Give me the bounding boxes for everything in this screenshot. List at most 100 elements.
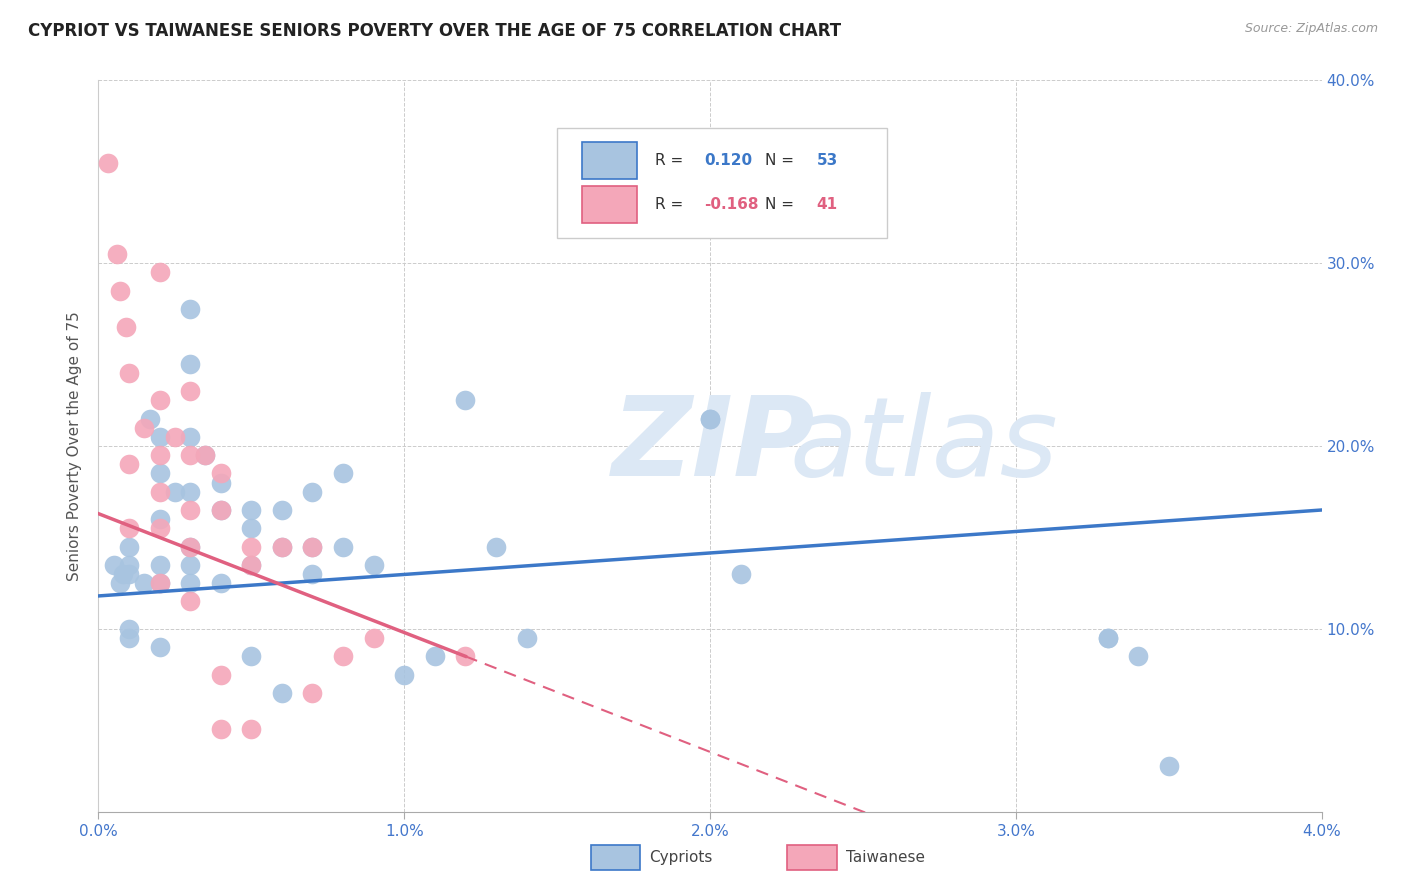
Point — [149, 576, 172, 591]
Point — [270, 686, 294, 700]
FancyBboxPatch shape — [582, 186, 637, 223]
Point — [179, 576, 201, 591]
Point — [118, 567, 141, 582]
Point — [149, 640, 172, 655]
Point — [179, 540, 201, 554]
FancyBboxPatch shape — [582, 143, 637, 179]
Text: R =: R = — [655, 197, 688, 212]
Point — [363, 558, 385, 572]
Point — [118, 622, 141, 636]
Point — [516, 631, 538, 645]
Point — [209, 576, 232, 591]
Point — [1097, 631, 1119, 645]
Text: CYPRIOT VS TAIWANESE SENIORS POVERTY OVER THE AGE OF 75 CORRELATION CHART: CYPRIOT VS TAIWANESE SENIORS POVERTY OVE… — [28, 22, 841, 40]
Point — [1128, 649, 1150, 664]
Point — [301, 540, 323, 554]
Y-axis label: Seniors Poverty Over the Age of 75: Seniors Poverty Over the Age of 75 — [67, 311, 83, 581]
Point — [108, 576, 131, 591]
Point — [134, 576, 156, 591]
Point — [270, 540, 294, 554]
Point — [118, 458, 141, 472]
Point — [209, 723, 232, 737]
Point — [149, 521, 172, 535]
Point — [699, 411, 721, 425]
Text: -0.168: -0.168 — [704, 197, 758, 212]
Point — [134, 421, 156, 435]
Point — [149, 576, 172, 591]
Point — [209, 467, 232, 481]
Point — [149, 467, 172, 481]
Point — [332, 649, 354, 664]
Text: 53: 53 — [817, 153, 838, 169]
Text: ZIP: ZIP — [612, 392, 815, 500]
Point — [149, 265, 172, 279]
Point — [699, 137, 721, 152]
Point — [111, 567, 134, 582]
Point — [301, 484, 323, 499]
Point — [179, 430, 201, 444]
Point — [149, 430, 172, 444]
Text: Taiwanese: Taiwanese — [846, 850, 925, 864]
Point — [240, 521, 263, 535]
Point — [332, 467, 354, 481]
Point — [97, 155, 120, 169]
Point — [209, 503, 232, 517]
Point — [179, 594, 201, 608]
Point — [179, 357, 201, 371]
Point — [1157, 759, 1180, 773]
Point — [209, 503, 232, 517]
Point — [115, 320, 138, 334]
FancyBboxPatch shape — [557, 128, 887, 237]
Point — [103, 558, 125, 572]
Point — [270, 503, 294, 517]
Point — [118, 521, 141, 535]
Point — [194, 448, 217, 462]
Point — [485, 540, 508, 554]
Point — [301, 567, 323, 582]
Point — [179, 384, 201, 399]
Point — [149, 448, 172, 462]
Text: atlas: atlas — [790, 392, 1059, 500]
Point — [139, 411, 162, 425]
Point — [163, 430, 186, 444]
Point — [179, 301, 201, 316]
Point — [301, 686, 323, 700]
Point — [301, 540, 323, 554]
Point — [699, 411, 721, 425]
Point — [163, 484, 186, 499]
Point — [149, 558, 172, 572]
Text: Source: ZipAtlas.com: Source: ZipAtlas.com — [1244, 22, 1378, 36]
Point — [423, 649, 446, 664]
Text: Cypriots: Cypriots — [650, 850, 713, 864]
Point — [209, 475, 232, 490]
Point — [240, 540, 263, 554]
Point — [730, 567, 752, 582]
Point — [118, 366, 141, 380]
Text: N =: N = — [765, 153, 799, 169]
Point — [454, 393, 477, 408]
Point — [363, 631, 385, 645]
Point — [240, 558, 263, 572]
Point — [149, 393, 172, 408]
Point — [179, 484, 201, 499]
Point — [179, 503, 201, 517]
Point — [149, 484, 172, 499]
Point — [332, 540, 354, 554]
Point — [392, 667, 416, 681]
Point — [194, 448, 217, 462]
Point — [179, 448, 201, 462]
Text: 41: 41 — [817, 197, 838, 212]
Point — [1097, 631, 1119, 645]
Point — [118, 540, 141, 554]
Point — [118, 631, 141, 645]
Point — [105, 247, 128, 261]
Point — [118, 558, 141, 572]
Point — [270, 540, 294, 554]
Point — [454, 649, 477, 664]
Point — [179, 558, 201, 572]
Text: N =: N = — [765, 197, 799, 212]
Point — [108, 284, 131, 298]
Point — [240, 503, 263, 517]
Point — [179, 540, 201, 554]
Text: R =: R = — [655, 153, 688, 169]
